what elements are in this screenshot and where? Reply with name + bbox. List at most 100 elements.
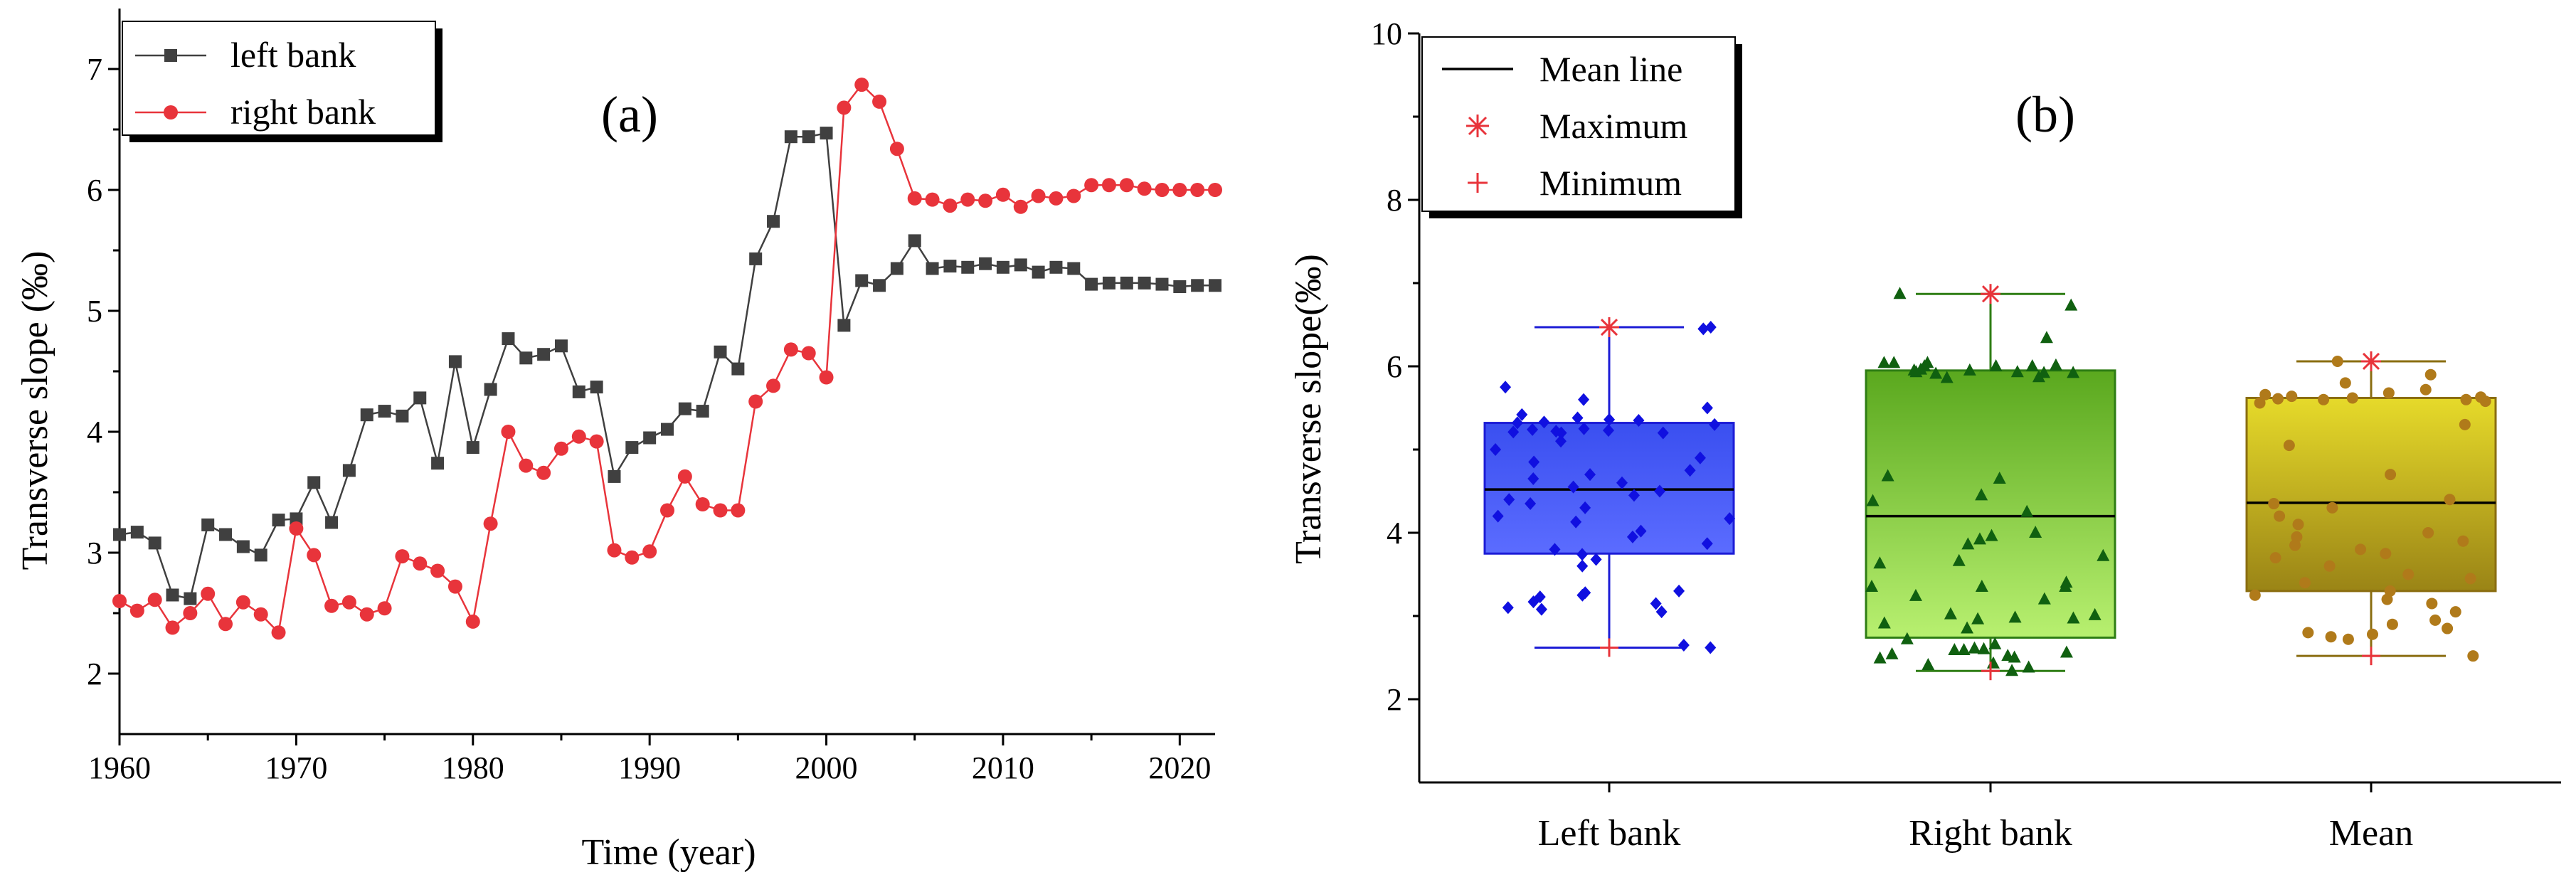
data-point bbox=[2292, 519, 2304, 531]
data-point bbox=[2479, 395, 2491, 408]
data-point bbox=[2331, 355, 2343, 367]
data-point-left-bank bbox=[360, 408, 373, 422]
data-point bbox=[2444, 494, 2456, 506]
panel-a-series bbox=[112, 78, 1222, 640]
data-point-right-bank bbox=[925, 192, 940, 207]
panel-b-y-tick-label: 6 bbox=[1387, 349, 1402, 384]
data-point-right-bank bbox=[1031, 188, 1046, 203]
interquartile-box bbox=[2245, 396, 2497, 593]
data-point-left-bank bbox=[484, 383, 497, 396]
data-point-left-bank bbox=[166, 588, 179, 602]
data-point bbox=[2457, 535, 2469, 547]
series-line-right-bank bbox=[119, 83, 1215, 634]
data-point bbox=[1527, 595, 1539, 609]
data-point-right-bank bbox=[341, 595, 356, 610]
data-point bbox=[2268, 498, 2280, 510]
data-point bbox=[1500, 381, 1512, 394]
data-point-left-bank bbox=[996, 260, 1009, 274]
data-point-left-bank bbox=[290, 512, 303, 526]
legend-marker-left-bank bbox=[164, 49, 177, 62]
data-point-right-bank bbox=[589, 434, 604, 449]
data-point bbox=[2272, 393, 2284, 405]
data-point-left-bank bbox=[254, 548, 267, 562]
panel-a-x-tick-label: 1990 bbox=[618, 750, 681, 785]
data-point-right-bank bbox=[1208, 183, 1222, 197]
data-point bbox=[2464, 573, 2476, 585]
panel-b-axes: 2 4 6 8 10 Left bank Right bank Mean bbox=[1371, 16, 2561, 854]
data-point-left-bank bbox=[590, 381, 603, 394]
data-point bbox=[1590, 553, 1602, 566]
data-point-left-bank bbox=[979, 257, 992, 270]
data-point-left-bank bbox=[378, 405, 391, 418]
panel-b-boxes bbox=[1483, 284, 2497, 681]
data-point-left-bank bbox=[802, 130, 815, 144]
data-point bbox=[2302, 627, 2314, 639]
data-point-right-bank bbox=[766, 378, 781, 393]
box-left-bank bbox=[1483, 317, 1736, 657]
panel-a-y-axis-title: Transverse slope (‰) bbox=[15, 251, 55, 570]
data-point-right-bank bbox=[201, 586, 216, 601]
data-point bbox=[2064, 298, 2078, 311]
data-point-left-bank bbox=[926, 262, 939, 275]
data-point bbox=[1527, 423, 1539, 436]
data-point-left-bank bbox=[148, 536, 161, 550]
data-point-left-bank bbox=[396, 409, 409, 423]
data-point-right-bank bbox=[978, 193, 993, 208]
data-point bbox=[1877, 356, 1891, 368]
data-point bbox=[1576, 588, 1589, 602]
panel-a-legend: left bank right bank bbox=[122, 21, 442, 142]
data-point bbox=[2289, 539, 2301, 551]
panel-a-x-tick-label: 1980 bbox=[442, 750, 504, 785]
data-point bbox=[2422, 527, 2434, 538]
data-point bbox=[2459, 418, 2471, 430]
data-point bbox=[1988, 637, 2002, 649]
data-point bbox=[1684, 464, 1696, 477]
data-point-right-bank bbox=[748, 394, 763, 409]
data-point bbox=[1507, 425, 1520, 439]
data-point-right-bank bbox=[907, 191, 922, 206]
data-point bbox=[2325, 631, 2337, 643]
data-point-left-bank bbox=[201, 518, 215, 531]
data-point bbox=[1492, 509, 1504, 523]
data-point bbox=[1616, 476, 1628, 489]
data-point bbox=[2467, 650, 2479, 662]
data-point bbox=[1578, 422, 1590, 435]
panel-b-y-tick-label: 4 bbox=[1387, 516, 1402, 551]
data-point-left-bank bbox=[1049, 260, 1063, 274]
data-point bbox=[2386, 618, 2398, 630]
data-point-left-bank bbox=[537, 348, 551, 361]
data-point-right-bank bbox=[1084, 178, 1099, 193]
data-point-left-bank bbox=[1032, 265, 1045, 279]
panel-b-category-label: Right bank bbox=[1909, 813, 2072, 854]
data-point bbox=[2366, 628, 2378, 640]
data-point bbox=[1971, 612, 1985, 625]
data-point-left-bank bbox=[943, 260, 957, 273]
data-point-right-bank bbox=[1013, 199, 1028, 214]
data-point bbox=[1657, 426, 1669, 440]
data-point bbox=[1535, 602, 1547, 616]
data-point-right-bank bbox=[1155, 183, 1170, 197]
data-point bbox=[1701, 537, 1713, 551]
box-mean bbox=[2245, 351, 2497, 666]
panel-a-axes: 1960 1970 1980 1990 2000 2010 2020 2 3 4 5 6 7 bbox=[87, 9, 1215, 785]
data-point-right-bank bbox=[1101, 178, 1116, 193]
maximum-marker bbox=[1981, 285, 2000, 303]
data-point bbox=[2299, 577, 2311, 589]
data-point-left-bank bbox=[448, 355, 462, 368]
data-point bbox=[1705, 321, 1717, 334]
data-point bbox=[1604, 413, 1616, 426]
legend-maximum-symbol bbox=[1468, 116, 1488, 136]
data-point bbox=[1957, 642, 1971, 655]
data-point-right-bank bbox=[1049, 191, 1064, 206]
data-point-right-bank bbox=[695, 497, 710, 511]
data-point bbox=[2442, 622, 2454, 634]
data-point bbox=[1865, 580, 1879, 593]
data-point-left-bank bbox=[784, 130, 797, 144]
data-point-left-bank bbox=[731, 362, 745, 376]
data-point-left-bank bbox=[608, 469, 621, 483]
data-point-left-bank bbox=[1120, 276, 1133, 290]
panel-a-x-tick-label: 2000 bbox=[795, 750, 858, 785]
panel-a-x-axis-title: Time (year) bbox=[581, 832, 756, 873]
data-point bbox=[1567, 480, 1579, 494]
data-point bbox=[2097, 548, 2110, 561]
